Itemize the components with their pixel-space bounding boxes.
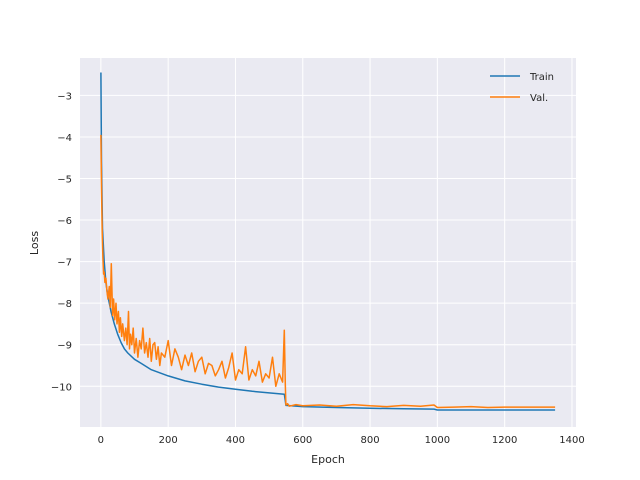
y-tick-label: −3 [57,91,72,102]
x-axis-label: Epoch [311,453,345,466]
legend-label: Train [529,72,554,83]
y-tick-label: −5 [57,175,72,186]
y-tick-label: −8 [57,299,72,310]
x-tick-label: 1200 [492,435,517,446]
x-tick-label: 800 [361,435,380,446]
y-tick-label: −10 [51,382,72,393]
legend-label: Val. [530,93,548,104]
plot-background [80,58,576,427]
grid-lines [80,58,576,427]
series-layer [100,72,556,411]
y-tick-label: −7 [57,258,72,269]
x-tick-label: 1400 [559,435,584,446]
series-line-val [100,134,556,409]
x-tick-label: 400 [226,435,245,446]
x-tick-label: 0 [98,435,104,446]
y-tick-label: −9 [57,341,72,352]
legend: Train Val. [490,72,554,104]
y-axis-label: Loss [28,231,41,255]
y-tick-label: −6 [57,216,72,227]
x-tick-label: 600 [293,435,312,446]
x-tick-labels: 0 200 400 600 800 1000 1200 1400 [98,435,585,446]
y-tick-labels: −3 −4 −5 −6 −7 −8 −9 −10 [51,91,72,393]
x-tick-label: 200 [159,435,178,446]
x-tick-label: 1000 [425,435,450,446]
y-tick-label: −4 [57,133,72,144]
